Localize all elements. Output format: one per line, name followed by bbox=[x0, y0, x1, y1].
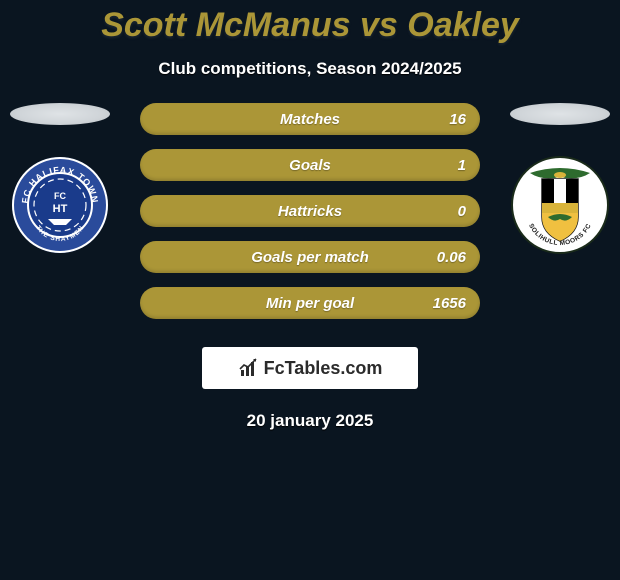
stat-label: Goals bbox=[289, 157, 331, 174]
stat-bar-goals: Goals 1 bbox=[140, 149, 480, 181]
left-player-col: FC HALIFAX TOWN THE SHAYMEN FC HT bbox=[10, 103, 110, 255]
stat-label: Goals per match bbox=[251, 249, 369, 266]
stat-value: 1656 bbox=[433, 295, 466, 312]
comparison-card: Scott McManus vs Oakley Club competition… bbox=[0, 0, 620, 431]
solihull-badge-icon: SOLIHULL MOORS FC bbox=[510, 155, 610, 255]
svg-text:FC: FC bbox=[54, 191, 66, 201]
date-label: 20 january 2025 bbox=[247, 411, 374, 431]
subtitle: Club competitions, Season 2024/2025 bbox=[158, 59, 461, 79]
stat-label: Matches bbox=[280, 111, 340, 128]
page-title: Scott McManus vs Oakley bbox=[101, 6, 519, 45]
solihull-moors-badge: SOLIHULL MOORS FC bbox=[510, 155, 610, 255]
stat-bar-goals-per-match: Goals per match 0.06 bbox=[140, 241, 480, 273]
stat-bar-matches: Matches 16 bbox=[140, 103, 480, 135]
right-player-col: SOLIHULL MOORS FC bbox=[510, 103, 610, 255]
halifax-badge-icon: FC HALIFAX TOWN THE SHAYMEN FC HT bbox=[10, 155, 110, 255]
brand-name: FcTables.com bbox=[264, 358, 383, 379]
stat-value: 0.06 bbox=[437, 249, 466, 266]
stat-value: 16 bbox=[449, 111, 466, 128]
stat-value: 0 bbox=[458, 203, 466, 220]
stat-label: Hattricks bbox=[278, 203, 342, 220]
player-silhouette-left bbox=[10, 103, 110, 125]
stat-bar-min-per-goal: Min per goal 1656 bbox=[140, 287, 480, 319]
svg-text:HT: HT bbox=[53, 203, 68, 215]
fctables-chart-icon bbox=[238, 357, 260, 379]
stat-label: Min per goal bbox=[266, 295, 354, 312]
main-row: FC HALIFAX TOWN THE SHAYMEN FC HT Matche… bbox=[0, 103, 620, 319]
brand-logo[interactable]: FcTables.com bbox=[202, 347, 418, 389]
stat-value: 1 bbox=[458, 157, 466, 174]
player-silhouette-right bbox=[510, 103, 610, 125]
stats-column: Matches 16 Goals 1 Hattricks 0 Goals per… bbox=[110, 103, 510, 319]
fc-halifax-town-badge: FC HALIFAX TOWN THE SHAYMEN FC HT bbox=[10, 155, 110, 255]
stat-bar-hattricks: Hattricks 0 bbox=[140, 195, 480, 227]
